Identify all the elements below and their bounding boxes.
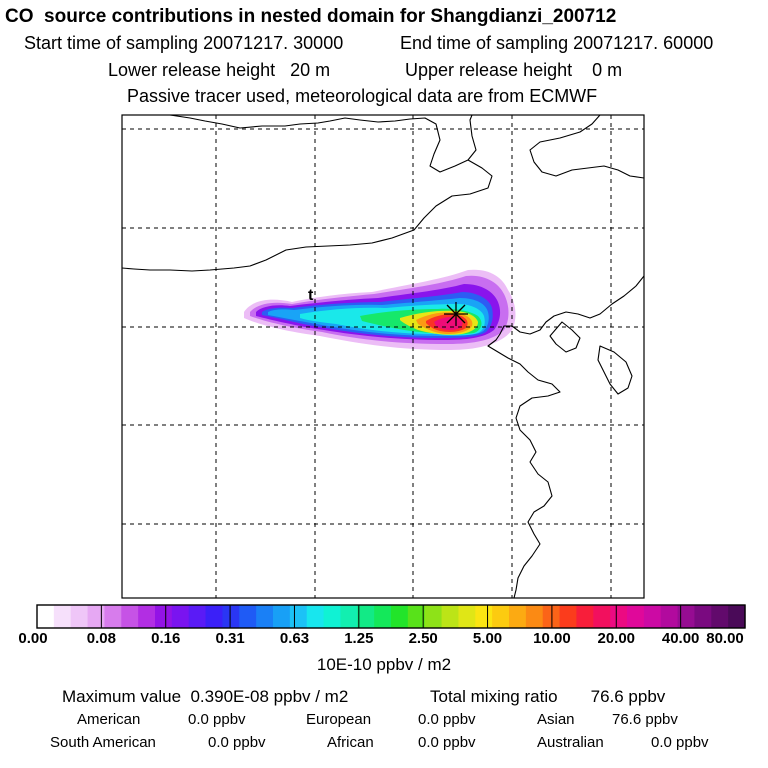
- colorbar-swatch: [492, 605, 510, 628]
- contribution-name-european: European: [306, 711, 372, 728]
- lower-release-height: Lower release height 20 m: [108, 60, 331, 80]
- tracer-note: Passive tracer used, meteorological data…: [127, 86, 598, 106]
- colorbar-swatch: [138, 605, 156, 628]
- coastline: [597, 345, 633, 395]
- contribution-value-australian: 0.0 ppbv: [651, 734, 709, 751]
- colorbar-tick-label: 0.16: [151, 630, 181, 647]
- colorbar-swatch: [222, 605, 240, 628]
- colorbar-swatch: [171, 605, 190, 628]
- colorbar-tick-label: 80.00: [706, 630, 744, 647]
- contribution-value-south-american: 0.0 ppbv: [208, 734, 266, 751]
- contribution-value-asian: 76.6 ppbv: [612, 711, 678, 728]
- start-time-label: Start time of sampling 20071217. 30000: [24, 33, 344, 53]
- colorbar-swatch: [155, 605, 173, 628]
- colorbar-unit: 10E-10 ppbv / m2: [316, 655, 452, 674]
- colorbar-swatch: [104, 605, 122, 628]
- colorbar-swatch: [37, 605, 55, 628]
- colorbar-tick-label: 0.00: [18, 630, 48, 647]
- colorbar-swatch: [70, 605, 89, 628]
- contribution-name-asian: Asian: [537, 711, 575, 728]
- colorbar-swatch: [374, 605, 392, 628]
- colorbar-swatch: [677, 605, 696, 628]
- border-line: [169, 115, 477, 173]
- colorbar-tick-label: 5.00: [472, 630, 503, 647]
- colorbar-tick-label: 40.00: [661, 630, 700, 647]
- end-time-label: End time of sampling 20071217. 60000: [400, 33, 714, 53]
- colorbar-swatch: [475, 605, 493, 628]
- colorbar-swatch: [53, 605, 72, 628]
- colorbar-swatch: [711, 605, 729, 628]
- colorbar-swatch: [256, 605, 274, 628]
- contribution-value-european: 0.0 ppbv: [418, 711, 476, 728]
- colorbar-swatch: [188, 605, 207, 628]
- contribution-name-south-american: South American: [50, 734, 156, 751]
- colorbar-swatch: [391, 605, 409, 628]
- colorbar-swatch: [87, 605, 106, 628]
- colorbar-swatch: [205, 605, 224, 628]
- colorbar-tick-label: 2.50: [408, 630, 438, 647]
- colorbar-swatch: [525, 605, 544, 628]
- colorbar-swatch: [357, 605, 375, 628]
- colorbar-swatch: [273, 605, 291, 628]
- contribution-name-american: American: [77, 711, 141, 728]
- colorbar-swatch: [694, 605, 712, 628]
- colorbar-swatch: [576, 605, 594, 628]
- border-line: [122, 159, 493, 272]
- colorbar-frame: [36, 604, 746, 629]
- colorbar-swatch: [407, 605, 426, 628]
- colorbar-swatch: [340, 605, 358, 628]
- colorbar-swatch: [509, 605, 527, 628]
- colorbar-swatch: [593, 605, 611, 628]
- receptor-marker: [444, 302, 468, 326]
- border-line: [529, 115, 644, 179]
- colorbar-swatch: [306, 605, 325, 628]
- colorbar-swatch: [627, 605, 645, 628]
- maximum-value: Maximum value 0.390E-08 ppbv / m2: [62, 687, 349, 706]
- total-mixing-ratio: Total mixing ratio 76.6 ppbv: [430, 687, 666, 706]
- contribution-name-australian: Australian: [537, 734, 604, 751]
- colorbar-swatch: [458, 605, 476, 628]
- upper-release-height: Upper release height 0 m: [405, 60, 623, 80]
- colorbar-swatch: [424, 605, 443, 628]
- contribution-value-african: 0.0 ppbv: [418, 734, 476, 751]
- colorbar-tick-label: 10.00: [533, 630, 571, 647]
- colorbar-swatch: [728, 605, 746, 628]
- coastline: [549, 321, 581, 353]
- colorbar-tick-label: 0.63: [279, 630, 310, 647]
- plot-title: CO source contributions in nested domain…: [5, 6, 617, 27]
- colorbar-swatch: [559, 605, 578, 628]
- colorbar-tick-label: 0.08: [86, 630, 116, 647]
- colorbar: [36, 604, 746, 629]
- coastlines-and-borders: [122, 115, 644, 598]
- colorbar-swatch: [323, 605, 342, 628]
- colorbar-swatch: [239, 605, 257, 628]
- contribution-name-african: African: [327, 734, 374, 751]
- colorbar-swatch: [610, 605, 628, 628]
- colorbar-tick-label: 1.25: [344, 630, 374, 647]
- colorbar-tick-label: 20.00: [597, 630, 636, 647]
- coastline: [487, 275, 644, 598]
- colorbar-tick-label: 0.31: [215, 630, 245, 647]
- contribution-value-american: 0.0 ppbv: [188, 711, 246, 728]
- map-background: [122, 115, 644, 598]
- colorbar-swatch: [660, 605, 679, 628]
- colorbar-swatch: [643, 605, 662, 628]
- colorbar-swatch: [289, 605, 308, 628]
- colorbar-swatch: [121, 605, 139, 628]
- map-panel: t: [121, 114, 645, 599]
- map-frame: [121, 114, 645, 599]
- colorbar-swatch: [441, 605, 460, 628]
- map-marker-text: t: [308, 287, 314, 304]
